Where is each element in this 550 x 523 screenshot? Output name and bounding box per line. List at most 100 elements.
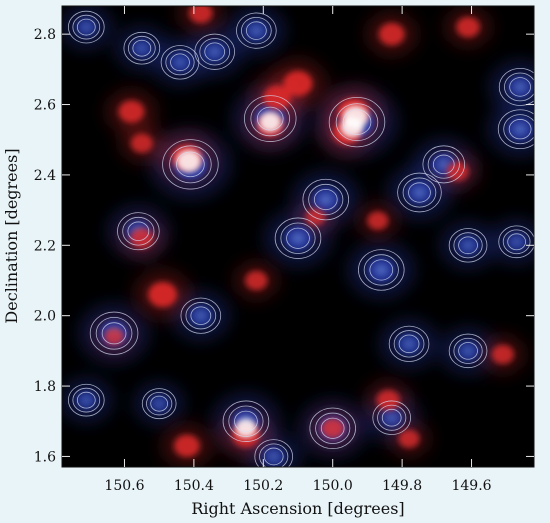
- overlap-peak: [235, 418, 257, 438]
- contour-lines: [67, 10, 534, 467]
- y-tick-label: 1.8: [34, 379, 56, 395]
- contour-ring: [453, 232, 483, 259]
- contour-ring: [127, 221, 150, 241]
- contour-ring: [503, 114, 534, 145]
- red-source: [174, 434, 200, 457]
- contour-ring: [280, 222, 316, 254]
- overlap-peak: [340, 117, 364, 138]
- contour-ring: [422, 145, 466, 184]
- contour-ring: [335, 103, 379, 142]
- contour-ring: [263, 447, 284, 466]
- blue-source-core: [404, 339, 415, 349]
- emission-map-layer: [62, 6, 534, 467]
- contour-ring: [302, 178, 350, 221]
- contour-ring: [199, 38, 231, 66]
- contour-ring: [141, 388, 177, 420]
- red-source: [118, 100, 145, 123]
- y-axis-ticks: 1.6 1.8 2.0 2.2 2.4 2.6 2.8: [34, 27, 534, 465]
- blue-source-core: [195, 311, 206, 321]
- red-source: [398, 429, 420, 448]
- x-tick-label: 150.6: [104, 478, 144, 494]
- red-source: [379, 23, 405, 46]
- blue-source-core: [268, 452, 279, 461]
- contour-ring: [315, 412, 351, 444]
- contour-ring: [254, 439, 294, 467]
- contour-ring: [342, 109, 372, 135]
- contour-ring: [320, 417, 345, 439]
- blue-source-core: [414, 187, 425, 198]
- contour-ring: [170, 53, 190, 72]
- contour-ring: [507, 233, 527, 251]
- y-axis-title: Declination [degrees]: [2, 148, 21, 323]
- contour-ring: [381, 408, 402, 427]
- overlap-peak: [259, 112, 282, 133]
- blue-source-core: [463, 346, 473, 356]
- blue-source-core: [512, 237, 522, 246]
- contour-ring: [150, 395, 169, 412]
- red-source: [321, 418, 345, 439]
- blue-source-core: [292, 233, 304, 244]
- blue-source-core: [81, 23, 91, 32]
- red-source: [104, 328, 124, 346]
- contour-ring: [309, 407, 356, 450]
- contour-ring: [162, 139, 219, 190]
- contour-ring: [72, 14, 101, 40]
- overlap-peaks: [176, 105, 369, 438]
- contour-ring: [76, 391, 96, 409]
- contour-ring: [498, 67, 534, 106]
- contour-ring: [160, 45, 200, 80]
- blue-source-core: [514, 82, 526, 92]
- contour-ring: [228, 405, 264, 437]
- contour-ring: [180, 297, 222, 334]
- contour-ring: [408, 182, 431, 203]
- contour-ring: [453, 337, 483, 364]
- red-source: [491, 344, 514, 364]
- contour-ring: [509, 77, 531, 97]
- plot-frame: [61, 5, 535, 468]
- blue-source-core: [81, 396, 91, 405]
- contour-ring: [498, 225, 534, 259]
- contour-ring: [146, 391, 173, 416]
- red-source: [367, 211, 389, 230]
- contour-ring: [127, 35, 156, 61]
- contour-ring: [393, 330, 425, 358]
- contour-ring: [117, 212, 160, 251]
- red-source: [283, 70, 313, 96]
- y-tick-label: 2.2: [34, 238, 56, 254]
- blue-source-core: [209, 47, 220, 57]
- contour-ring: [504, 72, 534, 102]
- x-axis-title: Right Ascension [degrees]: [191, 499, 404, 518]
- contour-ring: [398, 334, 420, 354]
- blue-source-core: [137, 44, 147, 53]
- contour-ring: [222, 400, 270, 442]
- contour-ring: [458, 236, 478, 255]
- red-source: [376, 390, 400, 411]
- contour-ring: [458, 342, 478, 360]
- red-source: [130, 133, 153, 153]
- contour-ring: [274, 217, 322, 259]
- contour-ring: [246, 21, 267, 40]
- contour-ring: [89, 311, 139, 355]
- contour-ring: [372, 400, 412, 435]
- contour-ring: [397, 172, 442, 213]
- contour-ring: [67, 383, 105, 417]
- x-tick-label: 149.6: [451, 478, 491, 494]
- red-channel-sources: [104, 6, 514, 457]
- y-tick-label: 2.8: [34, 27, 56, 43]
- red-source: [148, 282, 178, 308]
- red-source: [263, 85, 291, 110]
- contour-ring: [259, 443, 289, 467]
- contour-ring: [72, 387, 101, 413]
- contour-ring: [363, 254, 399, 286]
- contour-ring: [234, 410, 258, 432]
- y-tick-label: 2.6: [34, 98, 56, 114]
- contour-ring: [508, 119, 532, 140]
- contour-ring: [169, 145, 212, 184]
- y-tick-label: 1.6: [34, 449, 56, 465]
- blue-source-core: [375, 264, 388, 276]
- contour-ring: [250, 100, 291, 137]
- contour-ring: [101, 322, 127, 345]
- contour-ring: [313, 188, 338, 211]
- blue-source-core: [463, 241, 473, 250]
